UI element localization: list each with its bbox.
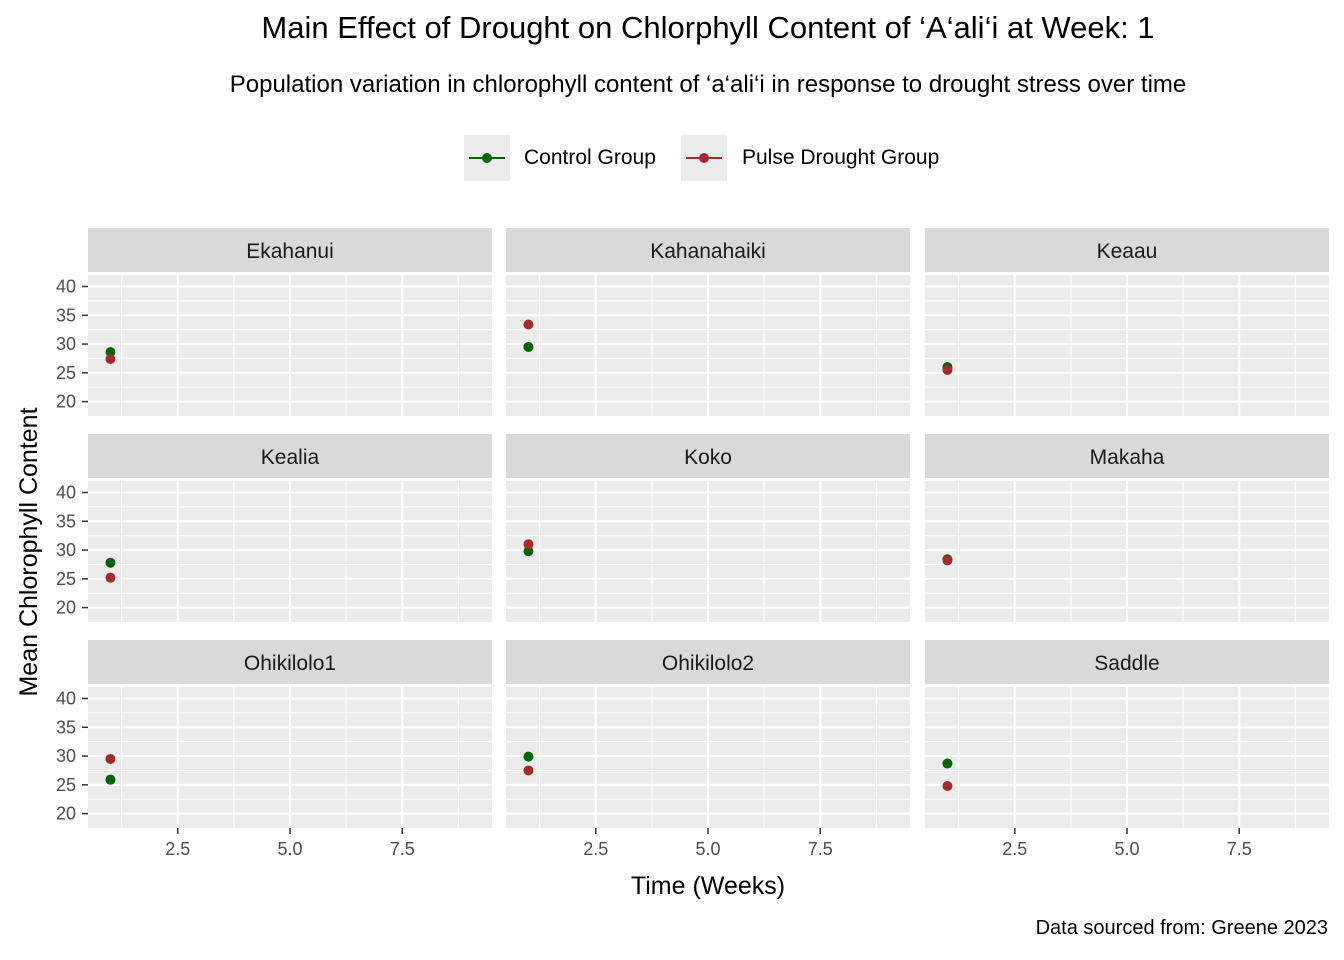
y-tick-label: 20: [56, 392, 76, 412]
facet-label-makaha: Makaha: [1090, 446, 1165, 469]
point-keaau-drought: [942, 364, 953, 375]
facet-label-kealia: Kealia: [261, 446, 320, 469]
point-koko-control: [523, 546, 534, 557]
legend-label-control: Control Group: [524, 146, 656, 169]
y-tick-label: 35: [56, 717, 76, 737]
y-tick-label: 30: [56, 334, 76, 354]
y-tick-label: 30: [56, 540, 76, 560]
x-axis-label: Time (Weeks): [631, 872, 785, 900]
facet-label-koko: Koko: [684, 446, 732, 469]
facet-label-keaau: Keaau: [1097, 240, 1158, 263]
point-ohikilolo2-control: [523, 751, 534, 762]
facet-strip-kahanahaiki: [506, 228, 910, 272]
x-tick-label: 2.5: [583, 839, 608, 859]
point-ohikilolo1-control: [105, 774, 116, 785]
facet-label-ohikilolo1: Ohikilolo1: [244, 652, 336, 675]
chart-subtitle: Population variation in chlorophyll cont…: [229, 71, 1187, 98]
point-koko-drought: [523, 539, 534, 550]
facet-strip-ohikilolo1: [88, 640, 492, 684]
y-tick-label: 40: [56, 277, 76, 297]
legend-label-drought: Pulse Drought Group: [742, 146, 940, 169]
y-tick-label: 35: [56, 305, 76, 325]
legend-key-drought: [681, 135, 727, 181]
chart-title: Main Effect of Drought on Chlorphyll Con…: [261, 10, 1155, 45]
x-tick-label: 2.5: [165, 839, 190, 859]
point-kahanahaiki-drought: [523, 319, 534, 330]
x-tick-label: 5.0: [695, 839, 720, 859]
facet-strip-ekahanui: [88, 228, 492, 272]
y-axis-label: Mean Chlorophyll Content: [15, 407, 43, 696]
y-tick-label: 40: [56, 689, 76, 709]
x-tick-label: 7.5: [390, 839, 415, 859]
point-ohikilolo1-drought: [105, 753, 116, 764]
facet-strip-kealia: [88, 434, 492, 478]
x-tick-label: 7.5: [808, 839, 833, 859]
point-kealia-drought: [105, 572, 116, 583]
y-tick-label: 35: [56, 511, 76, 531]
y-tick-label: 40: [56, 483, 76, 503]
x-tick-label: 5.0: [277, 839, 302, 859]
y-tick-label: 20: [56, 804, 76, 824]
y-tick-label: 20: [56, 598, 76, 618]
y-tick-label: 25: [56, 363, 76, 383]
facet-strip-saddle: [925, 640, 1329, 684]
facet-strip-keaau: [925, 228, 1329, 272]
facet-strip-ohikilolo2: [506, 640, 910, 684]
facet-label-ohikilolo2: Ohikilolo2: [662, 652, 754, 675]
facet-label-kahanahaiki: Kahanahaiki: [650, 240, 766, 263]
point-ekahanui-drought: [105, 354, 116, 365]
y-tick-label: 30: [56, 746, 76, 766]
point-kealia-control: [105, 557, 116, 568]
point-kahanahaiki-control: [523, 341, 534, 352]
facet-label-ekahanui: Ekahanui: [246, 240, 334, 263]
x-tick-label: 5.0: [1114, 839, 1139, 859]
x-tick-label: 2.5: [1002, 839, 1027, 859]
legend-dot-drought: [699, 153, 709, 163]
legend-key-control: [464, 135, 510, 181]
point-saddle-drought: [942, 780, 953, 791]
facet-label-saddle: Saddle: [1094, 652, 1159, 675]
facet-strip-koko: [506, 434, 910, 478]
legend-dot-control: [482, 153, 492, 163]
point-makaha-drought: [942, 555, 953, 566]
y-tick-label: 25: [56, 775, 76, 795]
point-saddle-control: [942, 758, 953, 769]
x-tick-label: 7.5: [1227, 839, 1252, 859]
facet-strip-makaha: [925, 434, 1329, 478]
y-tick-label: 25: [56, 569, 76, 589]
caption: Data sourced from: Greene 2023: [1035, 917, 1328, 939]
point-ekahanui-control: [105, 347, 116, 358]
point-ohikilolo2-drought: [523, 765, 534, 776]
